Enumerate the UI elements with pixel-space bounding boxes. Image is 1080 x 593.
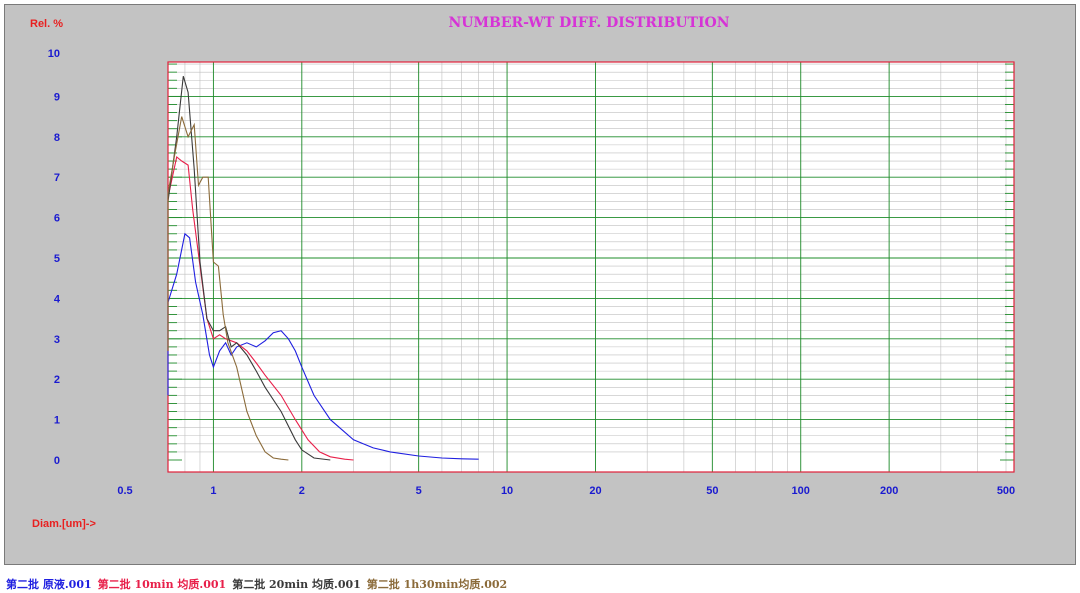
y-tick-label: 4 bbox=[54, 293, 61, 305]
y-tick-label: 2 bbox=[54, 374, 60, 386]
y-tick-label: 3 bbox=[54, 334, 60, 346]
y-tick-label: 7 bbox=[54, 172, 60, 184]
legend: 第二批 原液.001 第二批 10min 均质.001 第二批 20min 均质.0… bbox=[6, 576, 513, 592]
y-tick-label: 5 bbox=[54, 253, 60, 265]
tick-labels: 0.5 1 2 5 10 20 50 100 200 500 0 1 2 3 4 5 6 7 8 9 10 bbox=[48, 48, 1015, 497]
y-tick-label: 0 bbox=[54, 455, 60, 467]
x-tick-label: 20 bbox=[589, 485, 601, 497]
x-tick-label: 1 bbox=[210, 485, 216, 497]
y-tick-label: 9 bbox=[54, 91, 60, 103]
x-tick-label: 2 bbox=[299, 485, 305, 497]
x-tick-label: 50 bbox=[706, 485, 718, 497]
y-axis-label: Rel. % bbox=[30, 18, 63, 30]
x-axis-label: Diam.[um]-> bbox=[32, 518, 96, 530]
grid bbox=[168, 62, 1014, 472]
plot-background bbox=[168, 62, 1014, 472]
y-tick-label: 6 bbox=[54, 213, 60, 225]
y-tick-label: 8 bbox=[54, 132, 60, 144]
chart-title: NUMBER-WT DIFF. DISTRIBUTION bbox=[448, 15, 729, 31]
x-tick-label: 0.5 bbox=[117, 485, 132, 497]
legend-item-1: 第二批 原液.001 bbox=[6, 578, 92, 591]
y-tick-label: 1 bbox=[54, 415, 60, 427]
legend-item-2: 第二批 10min 均质.001 bbox=[97, 578, 227, 591]
series-line-3 bbox=[167, 76, 331, 461]
series-line-2 bbox=[167, 156, 354, 461]
x-tick-label: 100 bbox=[792, 485, 810, 497]
x-tick-label: 200 bbox=[880, 485, 898, 497]
x-tick-label: 10 bbox=[501, 485, 513, 497]
y-tick-label: 10 bbox=[48, 48, 60, 60]
x-tick-label: 5 bbox=[416, 485, 422, 497]
x-tick-label: 500 bbox=[997, 485, 1015, 497]
legend-item-3: 第二批 20min 均质.001 bbox=[232, 578, 361, 591]
series-group bbox=[167, 76, 479, 461]
series-line-1 bbox=[167, 232, 479, 460]
legend-item-4: 第二批 1h30min均质.002 bbox=[366, 578, 508, 591]
series-line-4 bbox=[167, 116, 289, 461]
